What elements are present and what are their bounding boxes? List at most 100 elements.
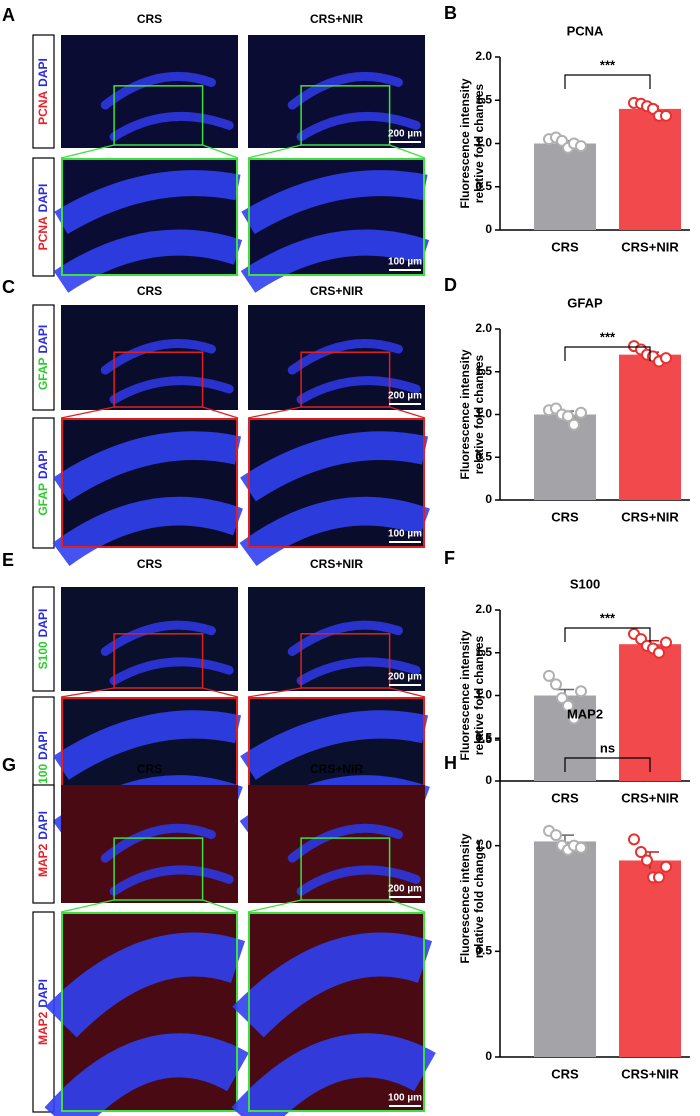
tissue bbox=[52, 496, 243, 567]
inset-connector bbox=[60, 406, 115, 419]
data-point bbox=[635, 846, 647, 859]
tissue bbox=[240, 431, 429, 502]
data-point bbox=[660, 860, 672, 873]
data-point bbox=[550, 829, 562, 842]
micrograph-zoom bbox=[240, 158, 430, 293]
data-point bbox=[568, 418, 580, 431]
inset-box bbox=[113, 633, 204, 689]
y-axis-label: Fluorescence intensity bbox=[458, 349, 472, 479]
stain-name: DAPI bbox=[36, 609, 50, 638]
stain-name: DAPI bbox=[36, 731, 50, 760]
y-tick-label: 0.5 bbox=[475, 179, 492, 193]
stain-name: GFAP bbox=[36, 483, 50, 516]
data-point bbox=[575, 685, 587, 698]
x-tick-label: CRS bbox=[551, 1066, 579, 1081]
stain-label: MAP2 DAPI bbox=[36, 979, 50, 1045]
y-tick-label: 1.5 bbox=[475, 92, 492, 106]
y-axis-label: relative fold changes bbox=[472, 635, 486, 755]
micrograph-bg bbox=[248, 587, 425, 691]
inset-box bbox=[113, 837, 204, 901]
bar bbox=[534, 143, 596, 230]
stain-label: PCNA DAPI bbox=[36, 58, 50, 125]
significance-label: *** bbox=[600, 57, 616, 72]
y-tick-label: 0.5 bbox=[475, 730, 492, 744]
stain-name: DAPI bbox=[36, 58, 50, 87]
inset-connector bbox=[247, 406, 302, 419]
column-title: CRS bbox=[137, 557, 162, 571]
y-tick-label: 0.5 bbox=[475, 944, 492, 958]
stain-name: DAPI bbox=[36, 979, 50, 1008]
y-tick-label: 1.0 bbox=[475, 688, 492, 702]
x-tick-label: CRS bbox=[551, 509, 579, 524]
data-point bbox=[641, 854, 653, 867]
tissue bbox=[296, 111, 421, 142]
chart-title: S100 bbox=[570, 576, 600, 591]
y-axis-label: Fluorescence intensity bbox=[458, 78, 472, 208]
significance-label: *** bbox=[600, 329, 616, 344]
micrograph-zoom bbox=[44, 912, 249, 1116]
tissue bbox=[231, 1033, 436, 1116]
y-axis-label: Fluorescence intensity bbox=[458, 833, 472, 963]
inset-connector bbox=[389, 144, 426, 159]
tissue bbox=[287, 823, 403, 863]
data-point bbox=[628, 833, 640, 846]
micrograph bbox=[247, 587, 426, 698]
tissue bbox=[109, 657, 234, 686]
scale-bar-label: 100 µm bbox=[388, 529, 422, 540]
column-title: CRS bbox=[137, 284, 162, 298]
inset-connector bbox=[389, 687, 426, 698]
y-axis-label: relative fold changes bbox=[472, 83, 486, 203]
micrograph bbox=[247, 785, 426, 913]
stain-name: DAPI bbox=[36, 450, 50, 479]
data-point bbox=[550, 678, 562, 691]
column-title: CRS bbox=[137, 762, 162, 776]
panel-letter: H bbox=[444, 753, 457, 773]
inset-connector bbox=[60, 899, 115, 913]
tissue bbox=[296, 657, 421, 686]
stain-label: GFAP DAPI bbox=[36, 450, 50, 515]
stain-name: DAPI bbox=[36, 325, 50, 354]
data-point bbox=[653, 871, 665, 884]
data-point bbox=[543, 669, 555, 682]
inset-connector bbox=[247, 899, 302, 913]
stain-label-box bbox=[32, 304, 55, 411]
micrograph bbox=[60, 785, 239, 913]
micrograph-bg bbox=[61, 35, 238, 148]
tissue bbox=[287, 72, 403, 110]
inset-box bbox=[300, 633, 391, 689]
micrograph bbox=[247, 35, 426, 159]
y-axis-label: Fluorescence intensity bbox=[458, 630, 472, 760]
tissue bbox=[287, 620, 403, 656]
stain-name: GFAP bbox=[36, 358, 50, 391]
stain-label-box bbox=[32, 784, 55, 904]
scale-bar-label: 200 µm bbox=[388, 129, 422, 140]
significance-label: ns bbox=[600, 740, 615, 755]
zoom-border bbox=[61, 418, 238, 548]
data-point bbox=[575, 140, 587, 153]
column-title: CRS+NIR bbox=[310, 762, 363, 776]
stain-name: DAPI bbox=[36, 184, 50, 213]
inset-connector bbox=[202, 144, 239, 159]
inset-connector bbox=[202, 899, 239, 913]
bar bbox=[619, 354, 681, 500]
x-tick-label: CRS bbox=[551, 239, 579, 254]
tissue bbox=[54, 170, 241, 235]
y-tick-label: 0.5 bbox=[475, 449, 492, 463]
micrograph-bg bbox=[61, 785, 238, 903]
x-tick-label: CRS+NIR bbox=[621, 509, 679, 524]
stain-label: S100 DAPI bbox=[36, 609, 50, 670]
inset-connector bbox=[247, 144, 302, 159]
x-tick-label: CRS+NIR bbox=[621, 239, 679, 254]
inset-box bbox=[300, 85, 391, 146]
column-title: CRS bbox=[137, 12, 162, 26]
panel-letter: G bbox=[2, 755, 16, 775]
scale-bar-label: 200 µm bbox=[388, 672, 422, 683]
y-tick-label: 0 bbox=[485, 773, 492, 787]
tissue bbox=[232, 932, 433, 1038]
tissue bbox=[109, 111, 234, 142]
x-tick-label: CRS+NIR bbox=[621, 1066, 679, 1081]
data-point bbox=[660, 636, 672, 649]
tissue bbox=[287, 339, 403, 375]
micrograph-bg bbox=[248, 305, 425, 410]
scale-bar-label: 100 µm bbox=[388, 1093, 422, 1104]
